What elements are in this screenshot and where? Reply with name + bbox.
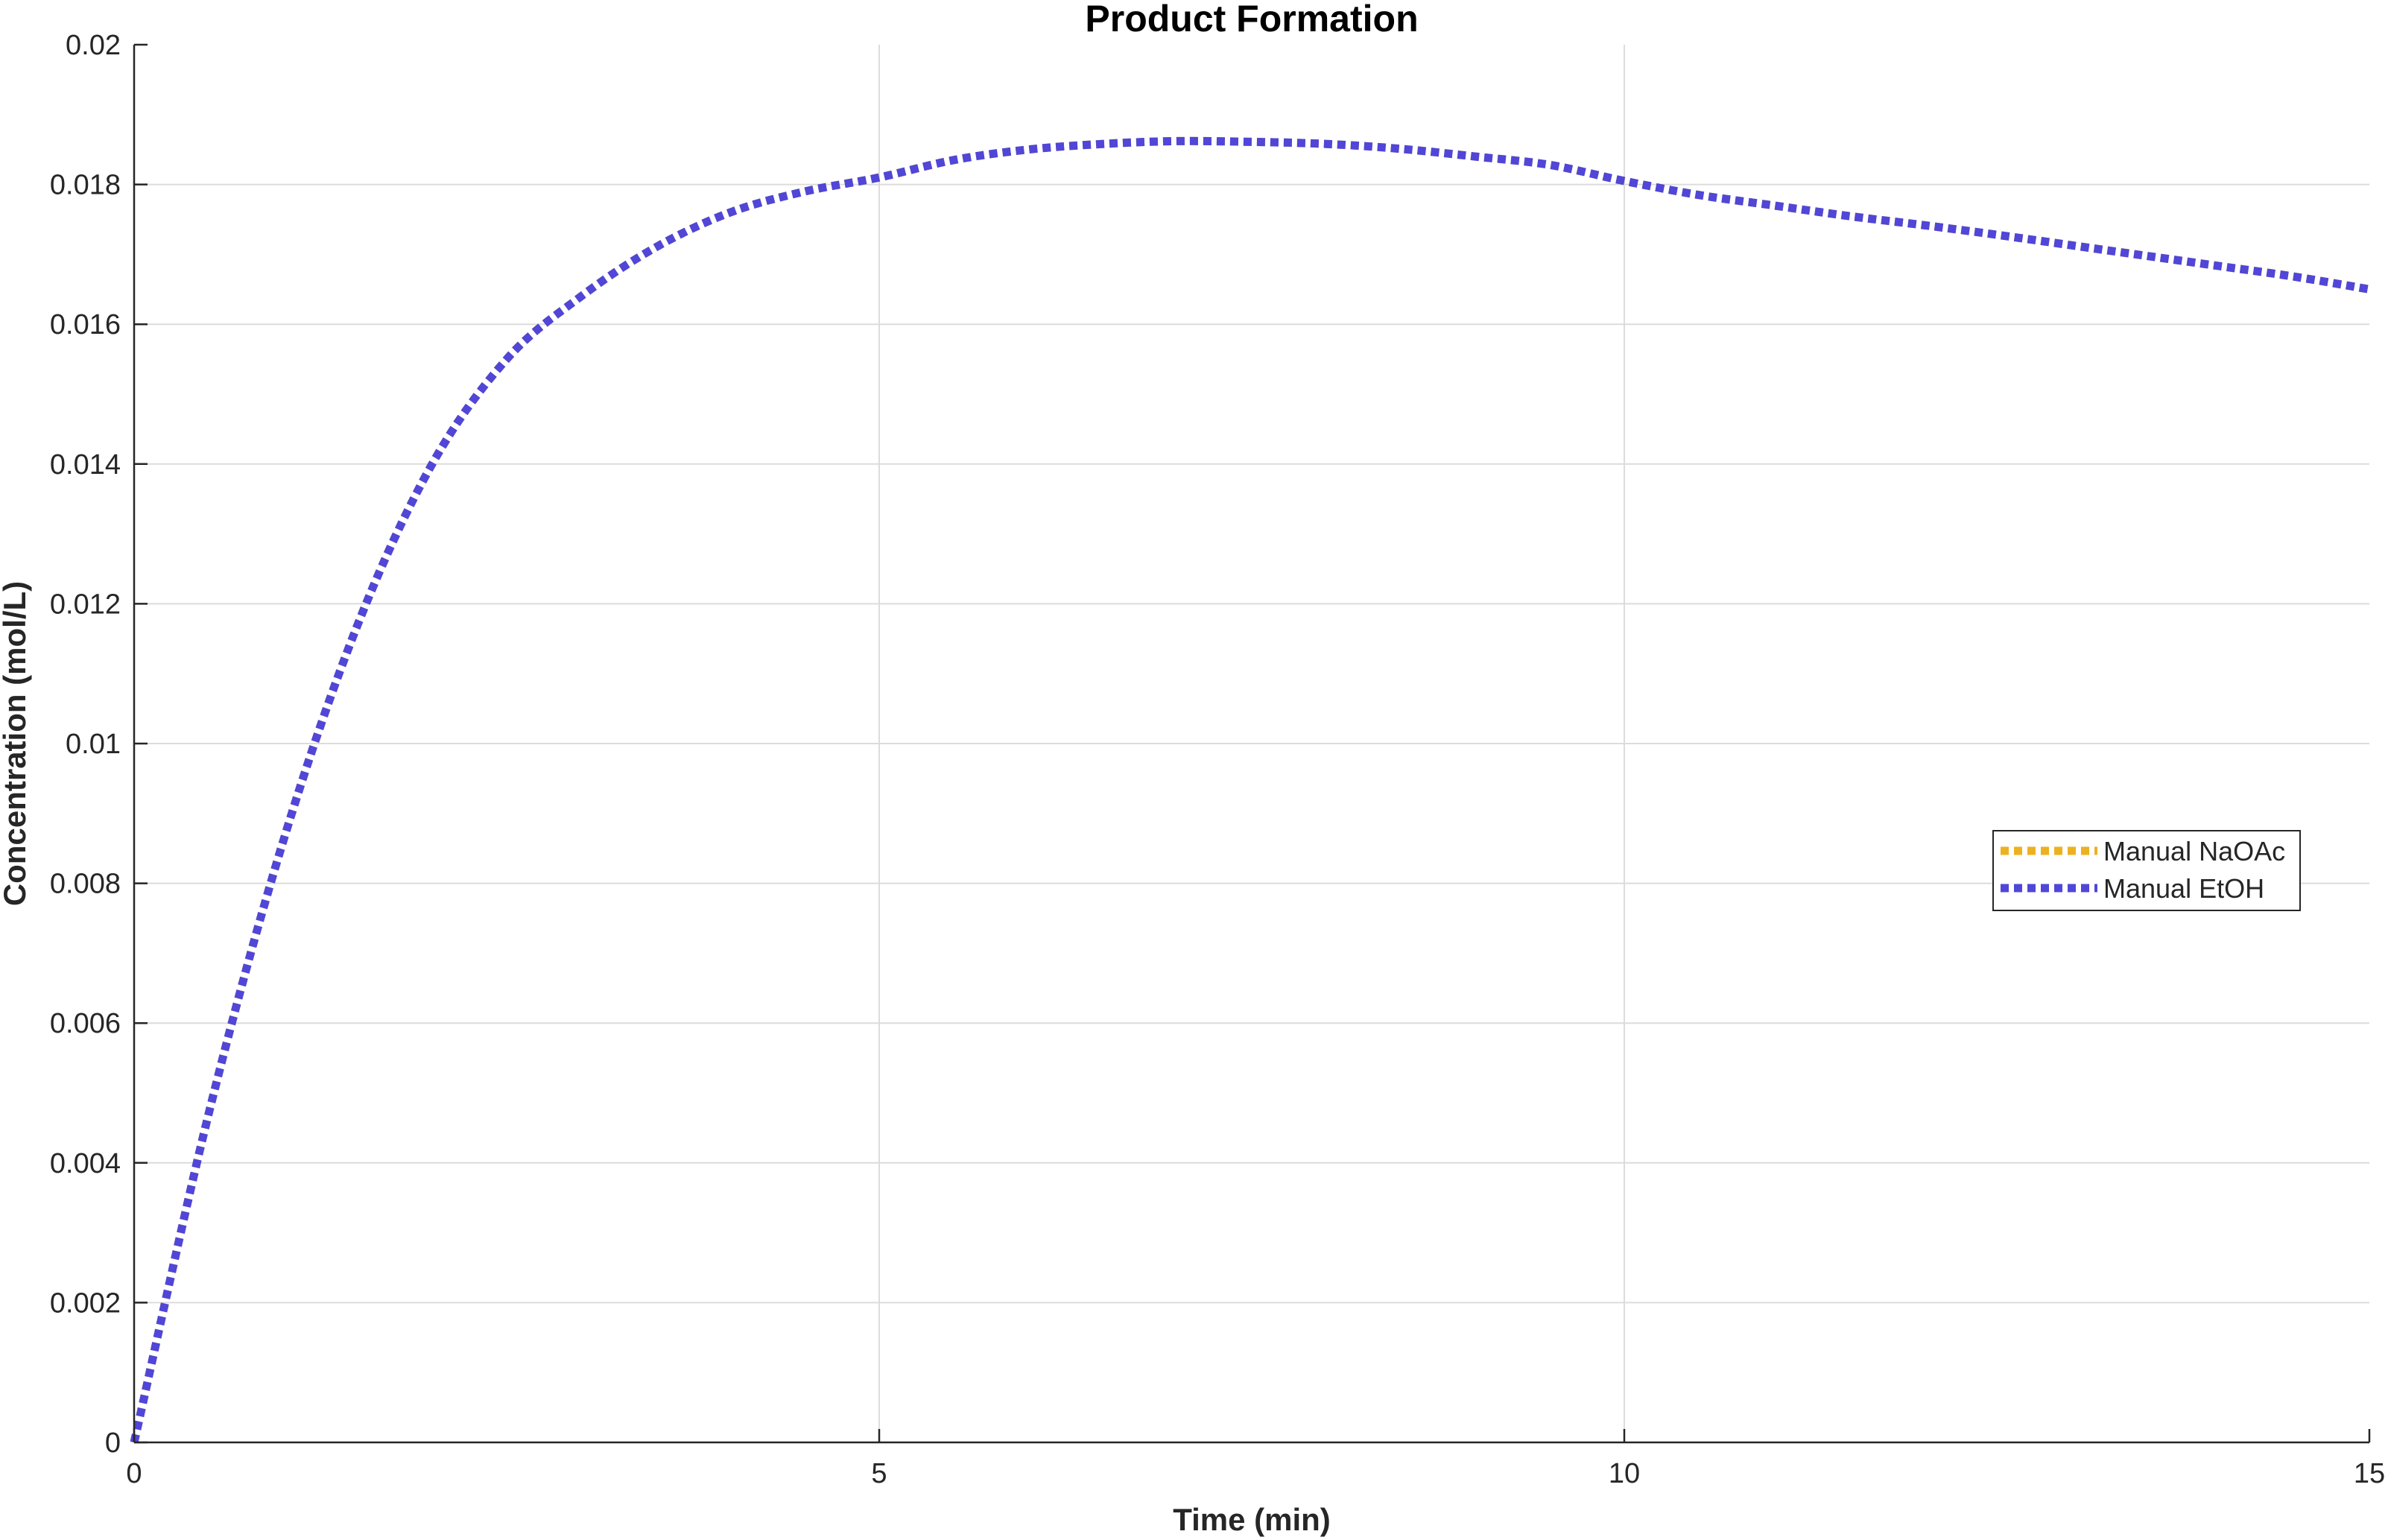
y-tick-label: 0.018 <box>50 170 121 201</box>
series-layer <box>130 136 2370 1444</box>
x-tick-label: 10 <box>1609 1458 1640 1489</box>
series-line-manual-etoh <box>130 136 2370 1444</box>
legend-box <box>1992 830 2301 911</box>
y-tick-label: 0 <box>105 1427 121 1459</box>
y-tick-label: 0.008 <box>50 869 121 900</box>
legend-label-manual-etoh: Manual EtOH <box>2103 873 2264 904</box>
y-tick-label: 0.016 <box>50 309 121 340</box>
y-tick-label: 0.004 <box>50 1148 121 1179</box>
y-axis-title: Concentration (mol/L) <box>0 581 32 906</box>
x-axis-title: Time (min) <box>1173 1502 1331 1537</box>
y-tick-label: 0.006 <box>50 1008 121 1039</box>
y-ticks: 0 0.002 0.004 0.006 0.008 0.01 0.012 0.014 0.016… <box>50 30 148 1459</box>
legend: Manual NaOAc Manual EtOH <box>1992 830 2301 911</box>
legend-label-manual-naoac: Manual NaOAc <box>2103 836 2285 866</box>
x-tick-label: 15 <box>2354 1458 2385 1489</box>
x-ticks: 0 5 10 15 <box>126 1429 2385 1489</box>
chart-title: Product Formation <box>1085 0 1418 39</box>
y-tick-label: 0.002 <box>50 1287 121 1319</box>
legend-entry-manual-etoh: Manual EtOH <box>2001 873 2264 904</box>
y-tick-label: 0.01 <box>66 729 121 760</box>
y-tick-label: 0.012 <box>50 589 121 620</box>
y-tick-label: 0.014 <box>50 449 121 481</box>
x-tick-label: 0 <box>126 1458 142 1489</box>
grid-lines <box>134 45 2369 1442</box>
x-tick-label: 5 <box>871 1458 887 1489</box>
y-tick-label: 0.02 <box>66 30 121 61</box>
legend-entry-manual-naoac: Manual NaOAc <box>2001 836 2285 866</box>
